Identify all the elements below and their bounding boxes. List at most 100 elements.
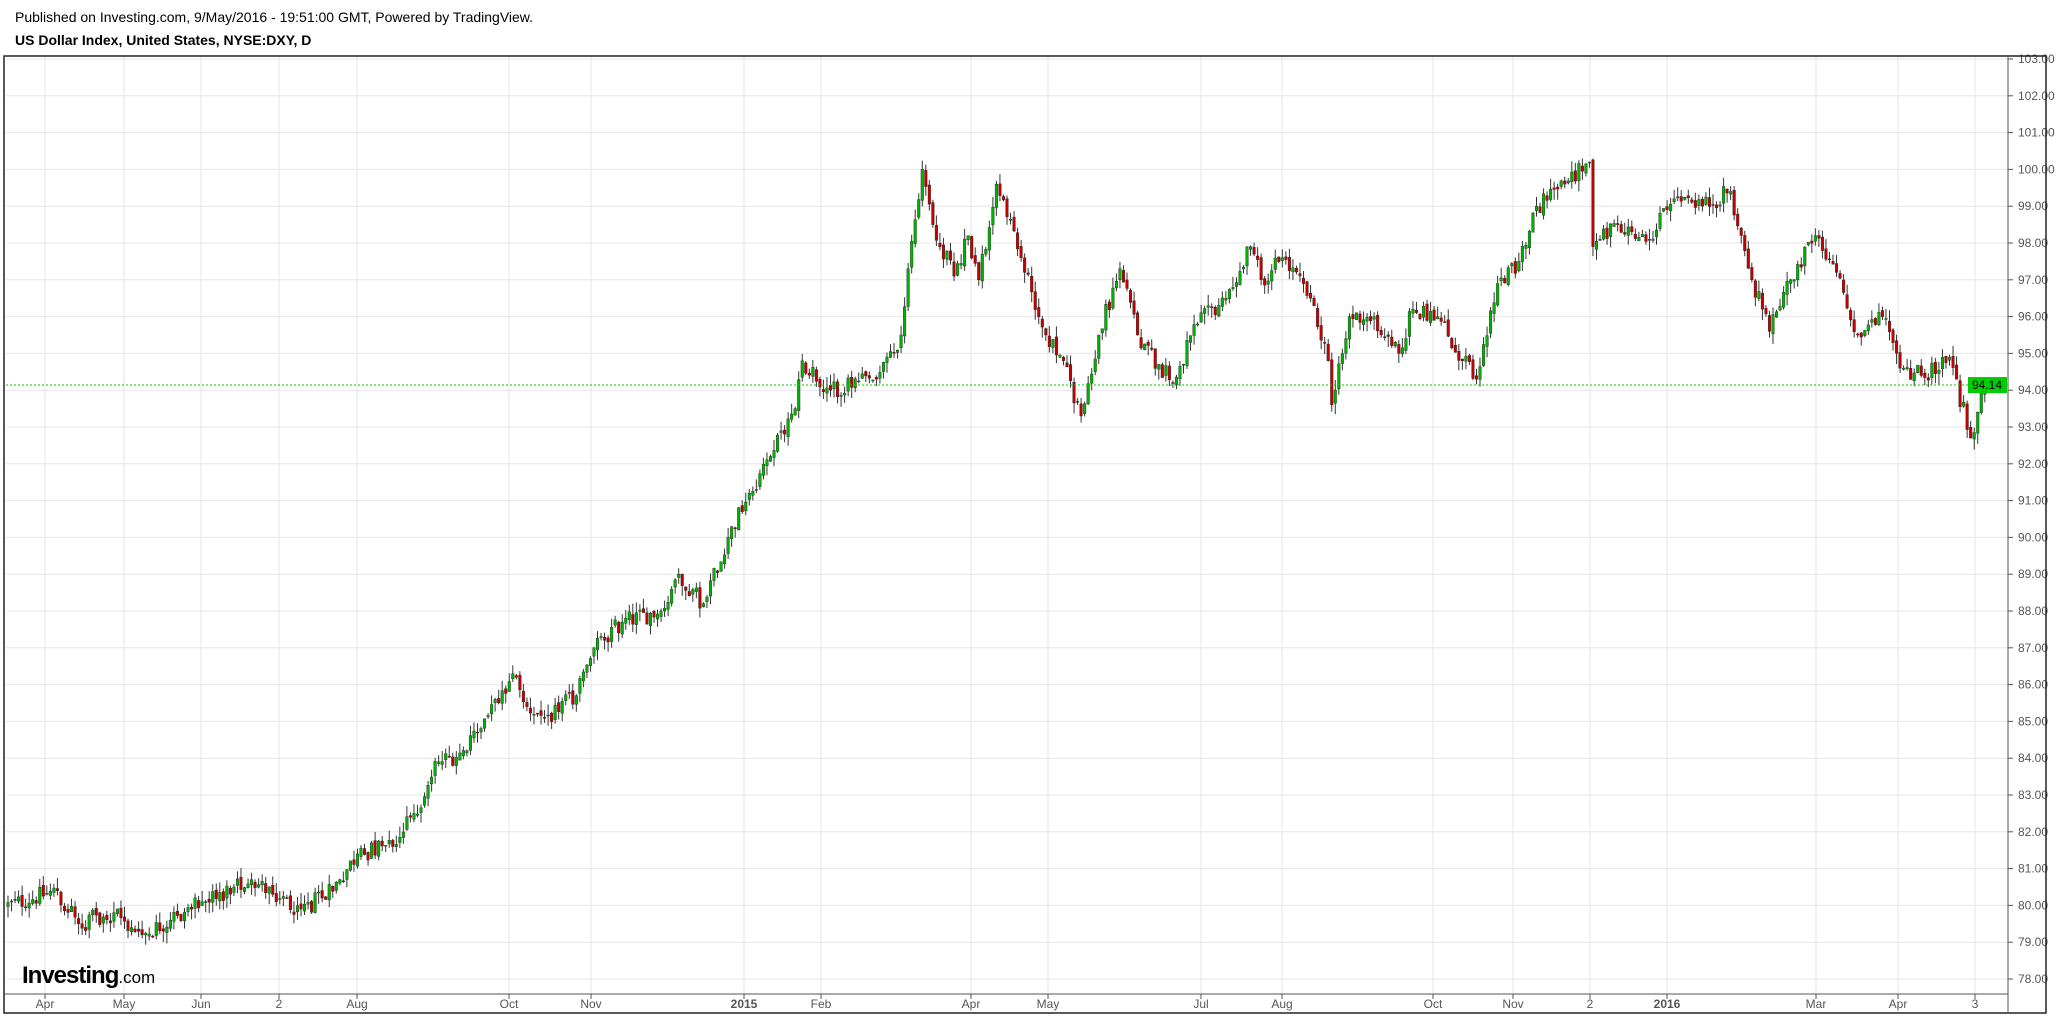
candle-up (1570, 171, 1574, 183)
axes: Apr May Jun 2 Aug Oct Nov 2015 Feb Apr May Jul Aug Oc… (3, 52, 2055, 1014)
candle-up (1640, 234, 1644, 237)
candle-down (1799, 264, 1803, 268)
candle-up (412, 813, 416, 820)
candle-down (952, 261, 956, 277)
candle-up (1549, 188, 1553, 200)
candle-up (1905, 367, 1909, 369)
candle-up (1266, 280, 1270, 285)
candle-up (500, 690, 504, 704)
candle-down (391, 840, 395, 847)
candle-down (973, 255, 977, 264)
candle-down (1252, 247, 1256, 255)
candle-up (511, 673, 515, 680)
candle-down (1711, 204, 1715, 206)
candle-down (1700, 198, 1704, 207)
candle-up (419, 807, 423, 813)
candle-up (387, 840, 391, 845)
candle-up (984, 249, 988, 255)
candle-down (1439, 317, 1443, 322)
y-tick-label: 95.00 (2018, 346, 2048, 360)
candle-up (1718, 204, 1722, 207)
candle-down (1538, 206, 1542, 213)
candle-down (536, 712, 540, 715)
y-tick-label: 78.00 (2018, 972, 2048, 986)
candle-down (1743, 235, 1747, 251)
candle-down (214, 889, 218, 899)
candle-down (1284, 256, 1288, 260)
candle-up (768, 456, 772, 462)
candle-down (24, 906, 28, 908)
candle-down (1503, 278, 1507, 284)
y-tick-label: 100.00 (2018, 162, 2055, 176)
candle-down (366, 852, 370, 861)
candle-down (1856, 333, 1860, 336)
candle-up (853, 378, 857, 389)
candle-up (486, 715, 490, 718)
x-tick-label: Oct (1424, 997, 1443, 1011)
candle-up (193, 897, 197, 909)
candle-up (1626, 226, 1630, 236)
candle-up (765, 459, 769, 467)
candle-down (380, 840, 384, 847)
candle-down (264, 883, 268, 893)
candle-up (1510, 263, 1514, 267)
x-tick-label: Mar (1806, 997, 1827, 1011)
candle-down (1386, 334, 1390, 337)
candle-down (341, 880, 345, 883)
candle-up (1227, 289, 1231, 299)
candle-down (687, 591, 691, 596)
y-tick-label: 97.00 (2018, 273, 2048, 287)
candle-up (1902, 367, 1906, 370)
candle-down (1556, 186, 1560, 190)
candle-up (1206, 305, 1210, 308)
candle-down (1873, 318, 1877, 325)
candle-down (1665, 206, 1669, 210)
candle-down (1958, 380, 1962, 407)
candle-up (553, 704, 557, 720)
candle-up (1577, 163, 1581, 182)
candle-up (10, 900, 14, 903)
candle-down (1001, 196, 1005, 201)
candle-up (920, 169, 924, 201)
candle-up (673, 579, 677, 588)
candle-up (1093, 358, 1097, 372)
candle-up (945, 251, 949, 260)
x-tick-label: Nov (1502, 997, 1523, 1011)
candle-up (423, 796, 427, 806)
candle-down (207, 898, 211, 903)
candle-up (1669, 203, 1673, 212)
candle-up (656, 613, 660, 620)
candle-down (1358, 313, 1362, 323)
candle-down (1309, 292, 1313, 299)
candle-down (1467, 355, 1471, 362)
candle-up (1220, 297, 1224, 307)
candle-up (1393, 342, 1397, 347)
candle-down (1305, 281, 1309, 296)
candle-down (1471, 359, 1475, 379)
candle-down (20, 895, 24, 907)
candle-down (288, 895, 292, 910)
candle-down (1887, 320, 1891, 332)
candle-up (172, 912, 176, 922)
x-tick-label: 3 (1972, 997, 1979, 1011)
candle-down (1040, 318, 1044, 328)
candle-down (1753, 280, 1757, 298)
candle-up (1527, 231, 1531, 249)
candle-down (1054, 336, 1058, 356)
candle-up (1178, 366, 1182, 380)
candle-up (1273, 257, 1277, 270)
candle-down (684, 586, 688, 591)
grid (6, 57, 2008, 994)
candle-up (694, 587, 698, 592)
candle-down (1129, 290, 1133, 303)
x-tick-label: 2 (1587, 997, 1594, 1011)
candle-up (899, 334, 903, 348)
candle-up (1157, 364, 1161, 370)
candle-up (490, 704, 494, 715)
candle-up (1192, 324, 1196, 336)
candle-down (1418, 313, 1422, 319)
candle-down (1859, 332, 1863, 338)
candle-down (221, 891, 225, 901)
candle-up (1482, 344, 1486, 366)
